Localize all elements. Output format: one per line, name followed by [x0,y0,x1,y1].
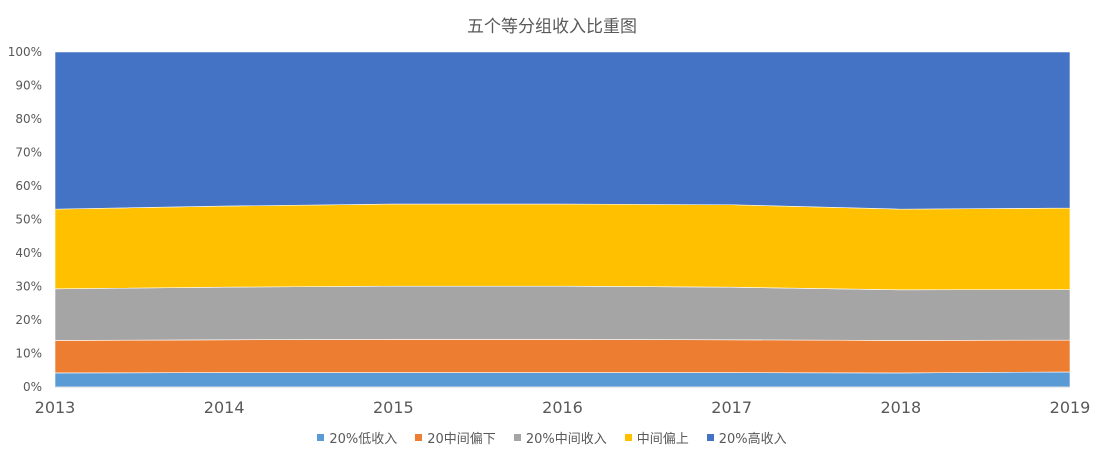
y-tick-label: 90% [15,79,42,93]
area-series-4 [54,51,1071,210]
y-tick-label: 40% [15,246,42,260]
legend-label: 20%低收入 [329,432,398,447]
legend-swatch [317,434,325,441]
y-tick-label: 20% [15,313,42,327]
legend-swatch [415,434,423,441]
y-tick-label: 70% [15,146,42,160]
y-tick-label: 80% [15,112,42,126]
area-series-1 [54,339,1071,374]
legend-swatch [624,434,632,441]
y-tick-label: 50% [15,213,42,227]
legend-label: 20%中间收入 [525,432,607,447]
area-layers [54,51,1071,388]
legend-swatch [513,434,521,441]
legend-item: 20%低收入 [317,428,397,447]
x-tick-label: 2018 [880,398,921,417]
area-series-0 [54,371,1071,388]
x-tick-label: 2013 [35,398,76,417]
x-tick-label: 2014 [204,398,245,417]
area-series-2 [54,285,1071,341]
legend-label: 中间偏上 [636,432,689,447]
y-tick-label: 60% [15,179,42,193]
legend-label: 20中间偏下 [427,432,496,447]
legend-label: 20%高收入 [718,432,787,447]
legend-item: 中间偏上 [624,428,689,447]
legend: 20%低收入 20中间偏下 20%中间收入 中间偏上 20%高收入 [0,428,1104,447]
x-axis: 2013 2014 2015 2016 2017 2018 2019 [35,386,1091,417]
y-tick-label: 0% [23,380,42,394]
y-axis: 0% 10% 20% 30% 40% 50% 60% 70% 80% 90% 100% [8,45,42,394]
legend-swatch [706,434,714,441]
legend-item: 20中间偏下 [415,428,496,447]
x-tick-label: 2019 [1050,398,1091,417]
y-tick-label: 30% [15,280,42,294]
x-tick-label: 2015 [373,398,414,417]
y-tick-label: 100% [8,45,42,59]
y-tick-label: 10% [15,347,42,361]
x-tick-label: 2016 [542,398,583,417]
legend-item: 20%中间收入 [513,428,607,447]
legend-item: 20%高收入 [706,428,787,447]
area-series-3 [54,203,1071,291]
x-tick-label: 2017 [711,398,752,417]
chart-title: 五个等分组收入比重图 [467,17,637,37]
